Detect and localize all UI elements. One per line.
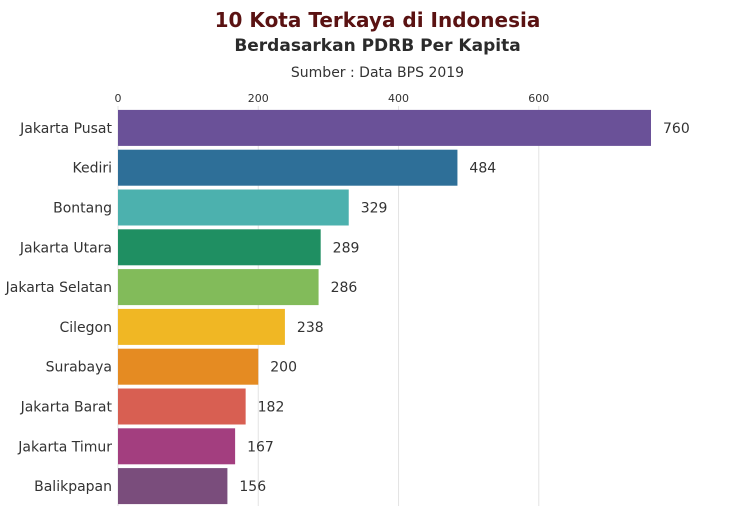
data-label: 760	[663, 121, 690, 137]
x-tick-label: 400	[388, 92, 409, 105]
data-label: 484	[469, 161, 496, 177]
x-tick-label: 200	[248, 92, 269, 105]
category-label: Jakarta Pusat	[19, 121, 112, 137]
chart-subtitle: Berdasarkan PDRB Per Kapita	[234, 36, 521, 56]
category-label: Jakarta Timur	[17, 439, 112, 455]
data-label: 286	[331, 280, 358, 296]
bar	[118, 388, 246, 425]
category-label: Bontang	[53, 201, 112, 217]
category-label: Jakarta Selatan	[5, 280, 112, 296]
bar	[118, 468, 228, 505]
bar	[118, 229, 321, 266]
category-label: Surabaya	[46, 360, 112, 376]
chart-source: Sumber : Data BPS 2019	[290, 65, 465, 81]
bar	[118, 149, 458, 186]
category-label: Jakarta Barat	[20, 400, 113, 416]
bar	[118, 269, 319, 306]
data-label: 167	[247, 439, 274, 455]
category-label: Cilegon	[60, 320, 113, 336]
data-label: 238	[297, 320, 324, 336]
bar	[118, 109, 651, 146]
bar	[118, 189, 349, 226]
bar	[118, 308, 285, 345]
x-tick-label: 600	[528, 92, 549, 105]
chart-title: 10 Kota Terkaya di Indonesia	[214, 8, 541, 32]
data-label: 329	[361, 201, 388, 217]
data-label: 289	[333, 240, 360, 256]
category-label: Kediri	[72, 161, 112, 177]
x-tick-label: 0	[115, 92, 122, 105]
data-label: 182	[258, 400, 285, 416]
data-label: 156	[239, 479, 266, 495]
data-label: 200	[270, 360, 297, 376]
category-label: Balikpapan	[34, 479, 112, 495]
category-label: Jakarta Utara	[19, 240, 112, 256]
bar	[118, 428, 236, 465]
bar	[118, 348, 259, 385]
